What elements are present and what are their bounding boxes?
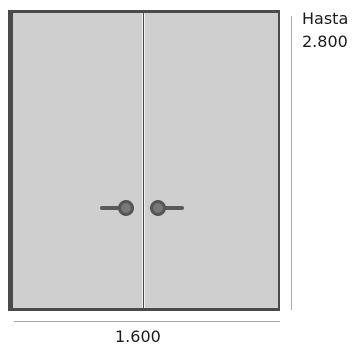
width-dimension-label: 1.600	[115, 327, 161, 346]
left-door-handle-icon	[100, 197, 136, 223]
right-door-leaf	[144, 13, 278, 308]
height-dimension-line	[291, 16, 292, 310]
height-dimension-value: 2.800	[302, 32, 348, 51]
left-door-leaf	[13, 13, 143, 308]
height-dimension-prefix: Hasta	[302, 9, 349, 28]
right-door-handle-icon	[148, 197, 184, 223]
width-dimension-line	[14, 321, 280, 322]
